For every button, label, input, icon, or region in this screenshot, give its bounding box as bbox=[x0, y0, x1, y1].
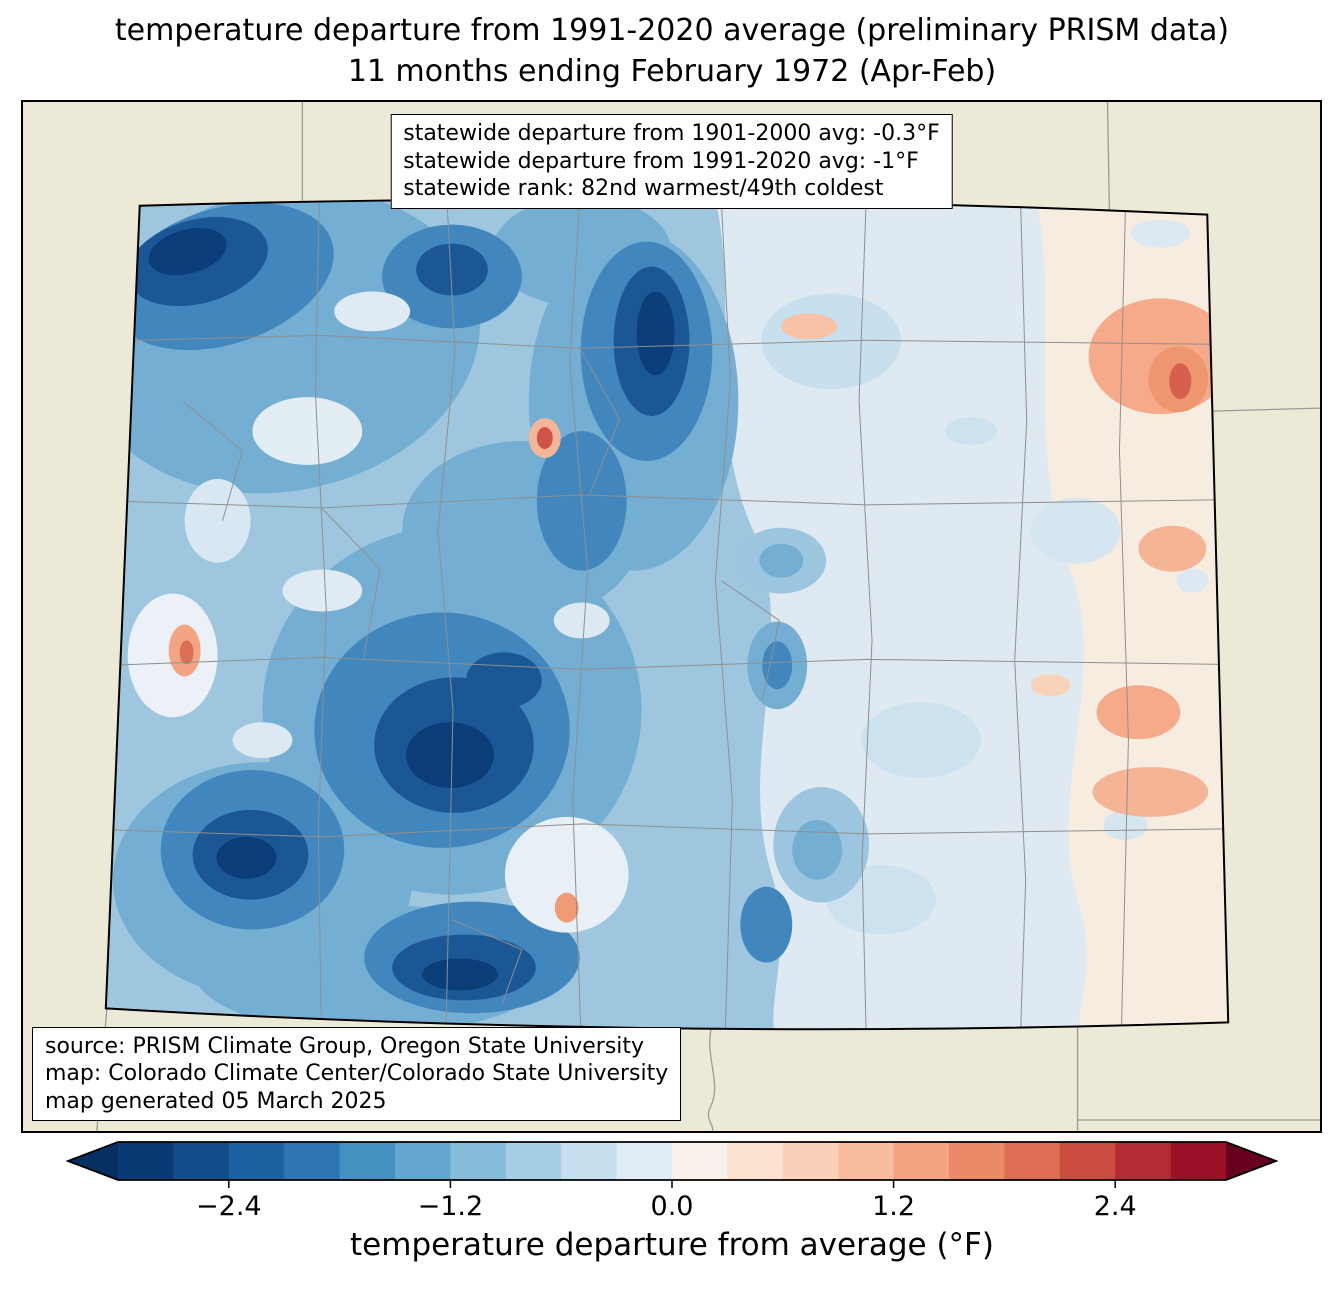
colorbar-segment bbox=[173, 1142, 230, 1180]
colorbar-axis-label: temperature departure from average (°F) bbox=[350, 1227, 994, 1263]
source-line-1: source: PRISM Climate Group, Oregon Stat… bbox=[45, 1033, 645, 1059]
figure-title: temperature departure from 1991-2020 ave… bbox=[0, 10, 1344, 93]
colorbar-left-arrow bbox=[68, 1142, 118, 1180]
colorbar bbox=[66, 1141, 1278, 1188]
colorbar-tick-label: −1.2 bbox=[417, 1191, 484, 1222]
source-line-2: map: Colorado Climate Center/Colorado St… bbox=[45, 1061, 669, 1086]
colorbar-segment bbox=[1004, 1142, 1061, 1180]
stats-line-2: statewide departure from 1991-2020 avg: … bbox=[403, 148, 919, 174]
temperature-fill-layer bbox=[105, 199, 1229, 1030]
title-line-1: temperature departure from 1991-2020 ave… bbox=[114, 13, 1230, 48]
colorbar-segment bbox=[1059, 1142, 1116, 1180]
colorbar-segment bbox=[782, 1142, 839, 1180]
stats-line-1: statewide departure from 1901-2000 avg: … bbox=[403, 121, 940, 146]
colorbar-tick-label: 2.4 bbox=[1093, 1191, 1137, 1222]
colorbar-segment bbox=[838, 1142, 895, 1180]
colorbar-segment bbox=[284, 1142, 341, 1180]
stats-line-3: statewide rank: 82nd warmest/49th coldes… bbox=[403, 176, 884, 201]
title-line-2: 11 months ending February 1972 (Apr-Feb) bbox=[347, 54, 997, 90]
colorbar-segment bbox=[893, 1142, 950, 1180]
colorbar-tick-label: 1.2 bbox=[872, 1191, 916, 1222]
colorado-map bbox=[23, 102, 1320, 1131]
colorbar-segment bbox=[1170, 1142, 1227, 1180]
colorbar-segment bbox=[395, 1142, 451, 1180]
county-borders-layer bbox=[105, 201, 1227, 1030]
source-attribution-box: source: PRISM Climate Group, Oregon Stat… bbox=[32, 1026, 682, 1121]
map-frame: statewide departure from 1901-2000 avg: … bbox=[21, 100, 1322, 1133]
colorbar-segment bbox=[339, 1142, 396, 1180]
colorbar-segment bbox=[228, 1142, 285, 1180]
colorbar-segment bbox=[672, 1142, 728, 1180]
colorbar-segment bbox=[561, 1142, 618, 1180]
colorbar-right-arrow bbox=[1226, 1142, 1276, 1180]
colorbar-tick-labels: −2.4 −1.2 0.0 1.2 2.4 bbox=[66, 1191, 1278, 1225]
colorbar-segment bbox=[616, 1142, 673, 1180]
colorbar-segment bbox=[949, 1142, 1005, 1180]
colorbar-segment bbox=[450, 1142, 507, 1180]
colorbar-segment bbox=[118, 1142, 174, 1180]
colorbar-tick-label: 0.0 bbox=[650, 1191, 694, 1222]
colorbar-tick-label: −2.4 bbox=[196, 1191, 262, 1222]
colorbar-outline bbox=[66, 1141, 1278, 1181]
colorbar-segment bbox=[727, 1142, 784, 1180]
source-line-3: map generated 05 March 2025 bbox=[45, 1088, 387, 1114]
colorbar-area: −2.4 −1.2 0.0 1.2 2.4 temperature departure … bbox=[66, 1141, 1278, 1263]
colorbar-segment bbox=[505, 1142, 562, 1180]
colorbar-segment bbox=[1115, 1142, 1172, 1180]
statewide-stats-box: statewide departure from 1901-2000 avg: … bbox=[390, 114, 953, 209]
